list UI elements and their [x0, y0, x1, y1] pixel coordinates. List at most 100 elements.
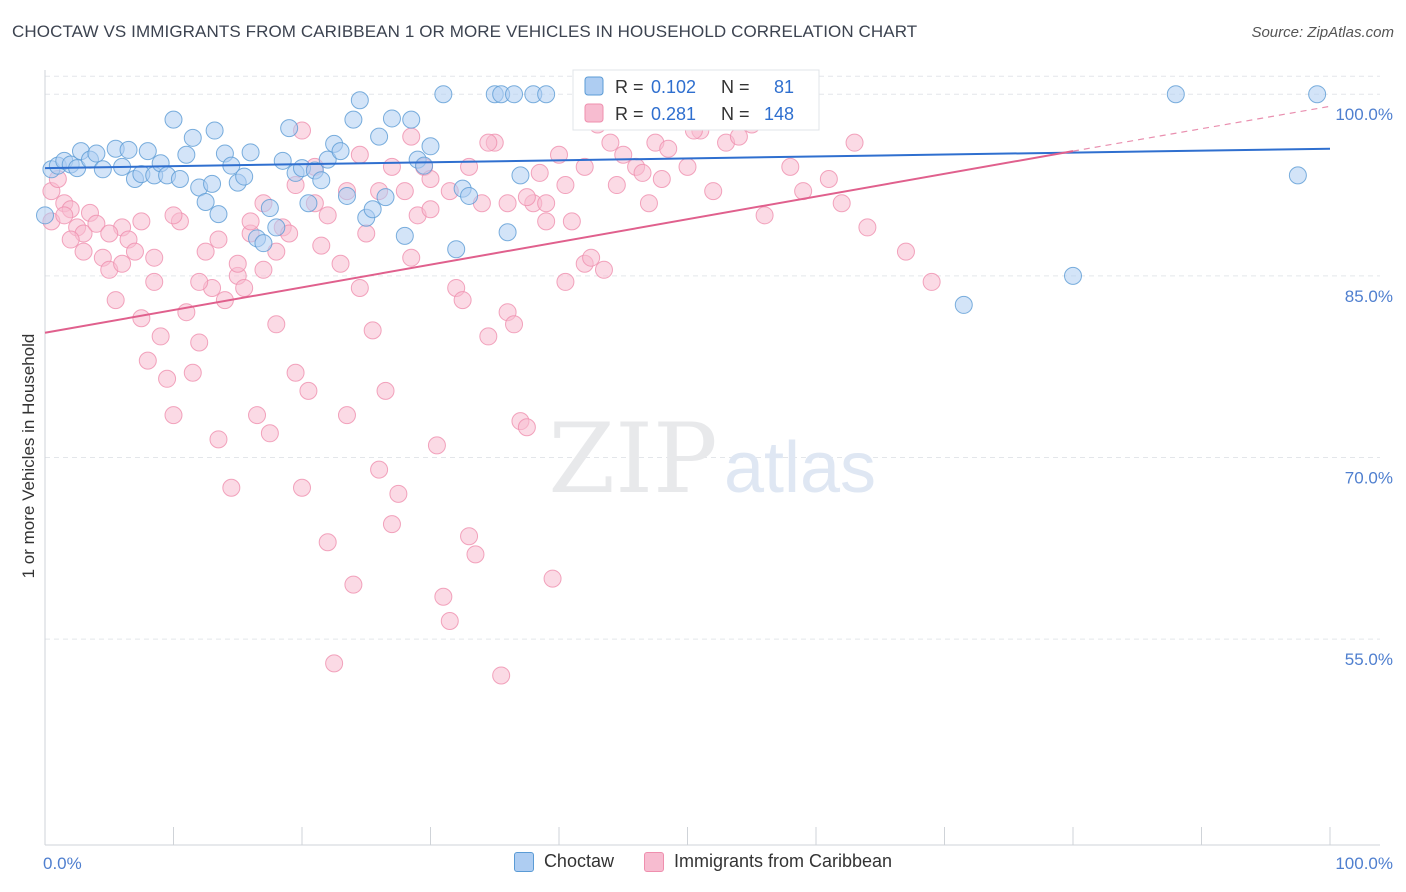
data-point-choctaw — [370, 127, 389, 146]
data-point-caribbean — [845, 133, 864, 152]
data-point-caribbean — [729, 127, 748, 146]
data-point-choctaw — [363, 200, 382, 219]
data-point-caribbean — [633, 163, 652, 182]
data-point-caribbean — [145, 272, 164, 291]
data-point-caribbean — [537, 212, 556, 231]
data-point-choctaw — [434, 85, 453, 104]
data-point-choctaw — [1288, 166, 1307, 185]
data-point-choctaw — [205, 121, 224, 140]
data-point-caribbean — [241, 212, 260, 231]
data-point-choctaw — [164, 110, 183, 129]
data-point-caribbean — [254, 260, 273, 279]
data-point-caribbean — [492, 666, 511, 685]
data-point-caribbean — [755, 206, 774, 225]
data-point-caribbean — [260, 424, 279, 443]
data-point-caribbean — [350, 145, 369, 164]
trend-line-blue — [44, 147, 1331, 170]
data-point-caribbean — [132, 212, 151, 231]
data-point-caribbean — [106, 291, 125, 310]
data-point-caribbean — [209, 230, 228, 249]
legend-pink-r-label: R = — [615, 104, 644, 124]
data-point-choctaw — [382, 109, 401, 128]
legend-blue-n-label: N = — [721, 77, 750, 97]
data-point-caribbean — [87, 214, 106, 233]
data-point-caribbean — [190, 333, 209, 352]
data-point-caribbean — [337, 406, 356, 425]
chart-title: CHOCTAW VS IMMIGRANTS FROM CARIBBEAN 1 O… — [12, 22, 918, 41]
data-point-caribbean — [440, 611, 459, 630]
data-point-caribbean — [190, 272, 209, 291]
data-point-caribbean — [402, 127, 421, 146]
data-point-caribbean — [318, 206, 337, 225]
data-point-choctaw — [170, 169, 189, 188]
y-tick-label: 55.0% — [1345, 650, 1393, 669]
data-point-choctaw — [299, 194, 318, 213]
trend-line-pink — [44, 150, 1074, 334]
data-point-choctaw — [267, 218, 286, 237]
x-tick-label: 100.0% — [1335, 854, 1393, 873]
data-point-caribbean — [582, 248, 601, 267]
data-point-caribbean — [427, 436, 446, 455]
data-point-caribbean — [164, 206, 183, 225]
y-tick-label: 70.0% — [1345, 469, 1393, 488]
data-point-choctaw — [196, 192, 215, 211]
data-point-choctaw — [447, 240, 466, 259]
data-point-caribbean — [145, 248, 164, 267]
legend-label-choctaw: Choctaw — [543, 851, 614, 871]
data-point-caribbean — [100, 224, 119, 243]
data-point-caribbean — [151, 327, 170, 346]
data-point-caribbean — [389, 484, 408, 503]
legend-pink-n-label: N = — [721, 104, 750, 124]
data-point-caribbean — [858, 218, 877, 237]
data-point-caribbean — [896, 242, 915, 261]
data-point-caribbean — [594, 260, 613, 279]
data-point-caribbean — [293, 478, 311, 497]
data-point-caribbean — [517, 188, 536, 207]
legend-blue-r-label: R = — [615, 77, 644, 97]
tick-labels: 55.0% 70.0% 85.0% 100.0% 0.0% 100.0% — [43, 105, 1393, 873]
data-point-choctaw — [235, 167, 254, 186]
data-point-caribbean — [421, 200, 440, 219]
data-point-caribbean — [460, 527, 479, 546]
data-point-choctaw — [331, 142, 350, 161]
data-point-caribbean — [248, 406, 267, 425]
legend-item-choctaw[interactable]: Choctaw — [513, 851, 614, 872]
data-point-caribbean — [267, 242, 286, 261]
data-point-caribbean — [543, 569, 562, 588]
data-point-caribbean — [601, 133, 620, 152]
data-point-caribbean — [382, 157, 401, 176]
data-point-caribbean — [74, 242, 93, 261]
legend-box-frame — [572, 69, 820, 131]
data-point-caribbean — [402, 248, 421, 267]
data-point-choctaw — [209, 205, 228, 224]
data-point-caribbean — [607, 176, 626, 195]
legend-bottom: Choctaw Immigrants from Caribbean — [0, 851, 1406, 872]
data-point-choctaw — [344, 110, 363, 129]
y-tick-label: 100.0% — [1335, 105, 1393, 124]
legend-swatch-caribbean — [643, 851, 664, 872]
y-tick-label: 85.0% — [1345, 287, 1393, 306]
source-label: Source: ZipAtlas.com — [1251, 24, 1394, 41]
data-point-caribbean — [781, 157, 800, 176]
data-point-caribbean — [209, 430, 228, 449]
data-point-choctaw — [87, 144, 106, 163]
y-axis-label: 1 or more Vehicles in Household — [19, 334, 38, 579]
data-point-caribbean — [832, 194, 851, 213]
data-point-choctaw — [254, 234, 273, 253]
data-point-choctaw — [421, 137, 440, 156]
data-point-caribbean — [556, 272, 575, 291]
data-point-caribbean — [286, 363, 305, 382]
legend-swatch-choctaw — [513, 851, 534, 872]
data-point-caribbean — [235, 278, 254, 297]
data-point-caribbean — [395, 182, 414, 201]
data-point-caribbean — [363, 321, 382, 340]
data-point-choctaw — [203, 174, 222, 193]
data-point-choctaw — [273, 151, 292, 170]
series-blue-points — [36, 85, 1327, 314]
data-point-caribbean — [434, 587, 453, 606]
data-point-choctaw — [177, 145, 196, 164]
data-point-choctaw — [312, 171, 331, 190]
legend-item-caribbean[interactable]: Immigrants from Caribbean — [643, 851, 892, 872]
data-point-caribbean — [704, 182, 723, 201]
data-point-choctaw — [415, 156, 434, 175]
